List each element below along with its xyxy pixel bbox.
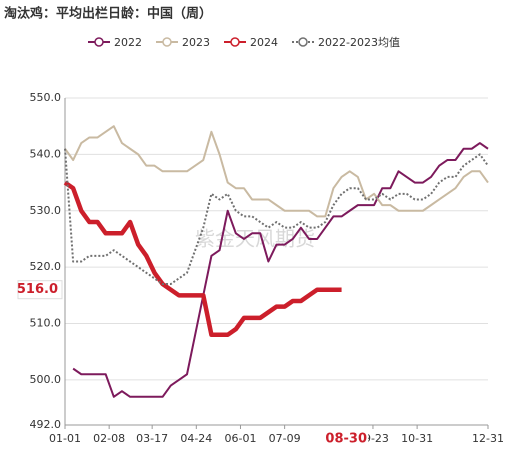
y-tick-label: 500.0	[30, 373, 62, 386]
legend-label: 2023	[182, 36, 210, 49]
watermark: 紫金天风期货	[195, 227, 315, 251]
x-tick-label: 07-09	[269, 432, 301, 445]
x-tick-label: 02-08	[93, 432, 125, 445]
legend-label: 2024	[250, 36, 278, 49]
highlight-x-box	[324, 430, 369, 448]
series-line	[64, 125, 489, 218]
highlight-value-label: 516.0	[17, 282, 58, 297]
x-tick-label: 12-31	[472, 432, 504, 445]
y-tick-label: 540.0	[30, 147, 62, 160]
legend-marker	[94, 37, 104, 47]
y-tick-label: 550.0	[30, 91, 62, 104]
y-tick-label: 530.0	[30, 204, 62, 217]
highlight-value-box	[17, 280, 63, 300]
y-tick-label: 510.0	[30, 317, 62, 330]
legend-label: 2022-2023均值	[318, 36, 400, 49]
legend-marker	[230, 37, 240, 47]
series-line	[63, 180, 342, 338]
legend-marker	[162, 37, 172, 47]
series-line	[72, 142, 489, 398]
x-tick-label: 04-24	[180, 432, 212, 445]
chart-title: 淘汰鸡：平均出栏日龄：中国（周）	[4, 6, 212, 22]
y-tick-label: 492.0	[30, 418, 62, 431]
legend-marker	[298, 37, 308, 47]
x-tick-label: 01-01	[49, 432, 81, 445]
x-tick-label: 10-31	[401, 432, 433, 445]
series-line	[64, 148, 489, 286]
legend-label: 2022	[114, 36, 142, 49]
highlight-x-label: 08-30	[325, 432, 367, 447]
x-tick-label: 03-17	[136, 432, 168, 445]
x-tick-label: 06-01	[224, 432, 256, 445]
y-tick-label: 520.0	[30, 260, 62, 273]
